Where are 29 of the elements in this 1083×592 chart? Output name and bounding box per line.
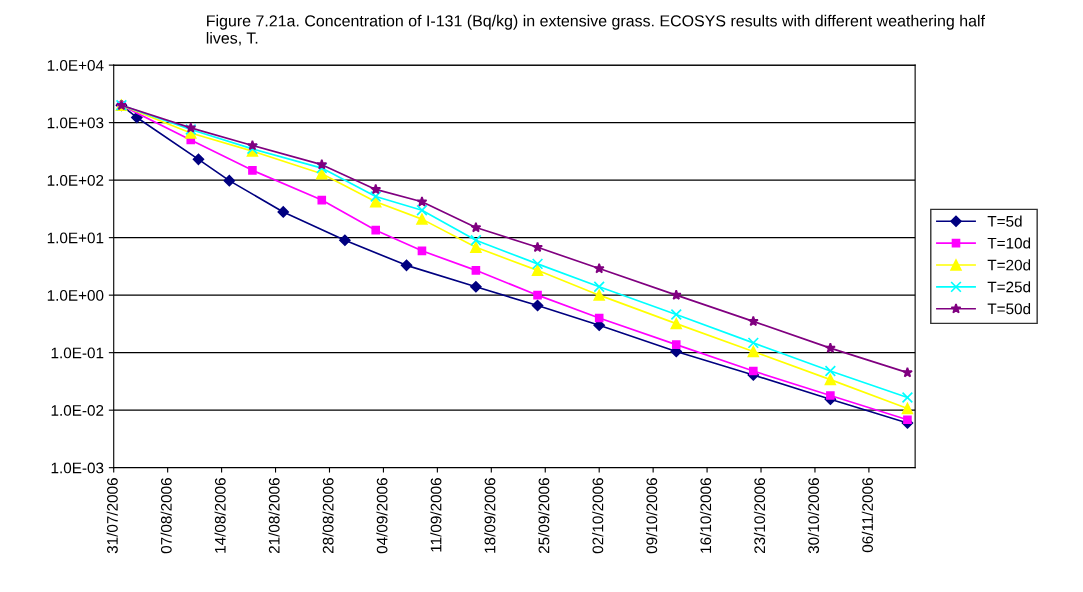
x-tick-label: 07/08/2006 — [160, 478, 172, 554]
x-tick-label: 28/08/2006 — [322, 478, 334, 554]
legend-label: T=5d — [987, 215, 1022, 227]
x-tick-label: 16/10/2006 — [699, 478, 712, 553]
x-tick-label: 31/07/2006 — [106, 478, 118, 554]
x-tick-label: 04/09/2006 — [376, 478, 388, 554]
x-tick-label: 18/09/2006 — [484, 478, 496, 553]
y-tick-label: 1.0E+00 — [47, 290, 104, 301]
x-tick-label: 11/09/2006 — [430, 478, 442, 552]
x-tick-label: 30/10/2006 — [807, 478, 820, 554]
y-tick-label: 1.0E+02 — [47, 175, 104, 186]
x-tick-label: 09/10/2006 — [646, 478, 658, 554]
legend-label: T=10d — [987, 237, 1031, 249]
y-tick-label: 1.0E+01 — [47, 232, 104, 244]
legend-label: T=50d — [987, 303, 1031, 315]
y-tick-label: 1.0E+03 — [47, 117, 104, 129]
x-tick-label: 23/10/2006 — [753, 478, 766, 554]
x-tick-label: 25/09/2006 — [538, 478, 550, 554]
y-tick-label: 1.0E-03 — [51, 462, 104, 474]
legend-label: T=25d — [987, 281, 1031, 293]
y-tick-label: 1.0E+04 — [47, 59, 104, 71]
chart-title: Figure 7.21a. Concentration of I-131 (Bq/kg) in extensive grass. ECOSYS results with different weathering half lives, T. — [206, 14, 985, 46]
x-tick-label: 21/08/2006 — [268, 478, 280, 554]
x-tick-label: 06/11/2006 — [861, 478, 873, 553]
y-tick-label: 1.0E-01 — [51, 347, 104, 359]
legend-label: T=20d — [987, 259, 1031, 271]
x-tick-label: 14/08/2006 — [214, 478, 226, 553]
x-tick-label: 02/10/2006 — [592, 478, 604, 554]
y-tick-label: 1.0E-02 — [51, 405, 104, 416]
